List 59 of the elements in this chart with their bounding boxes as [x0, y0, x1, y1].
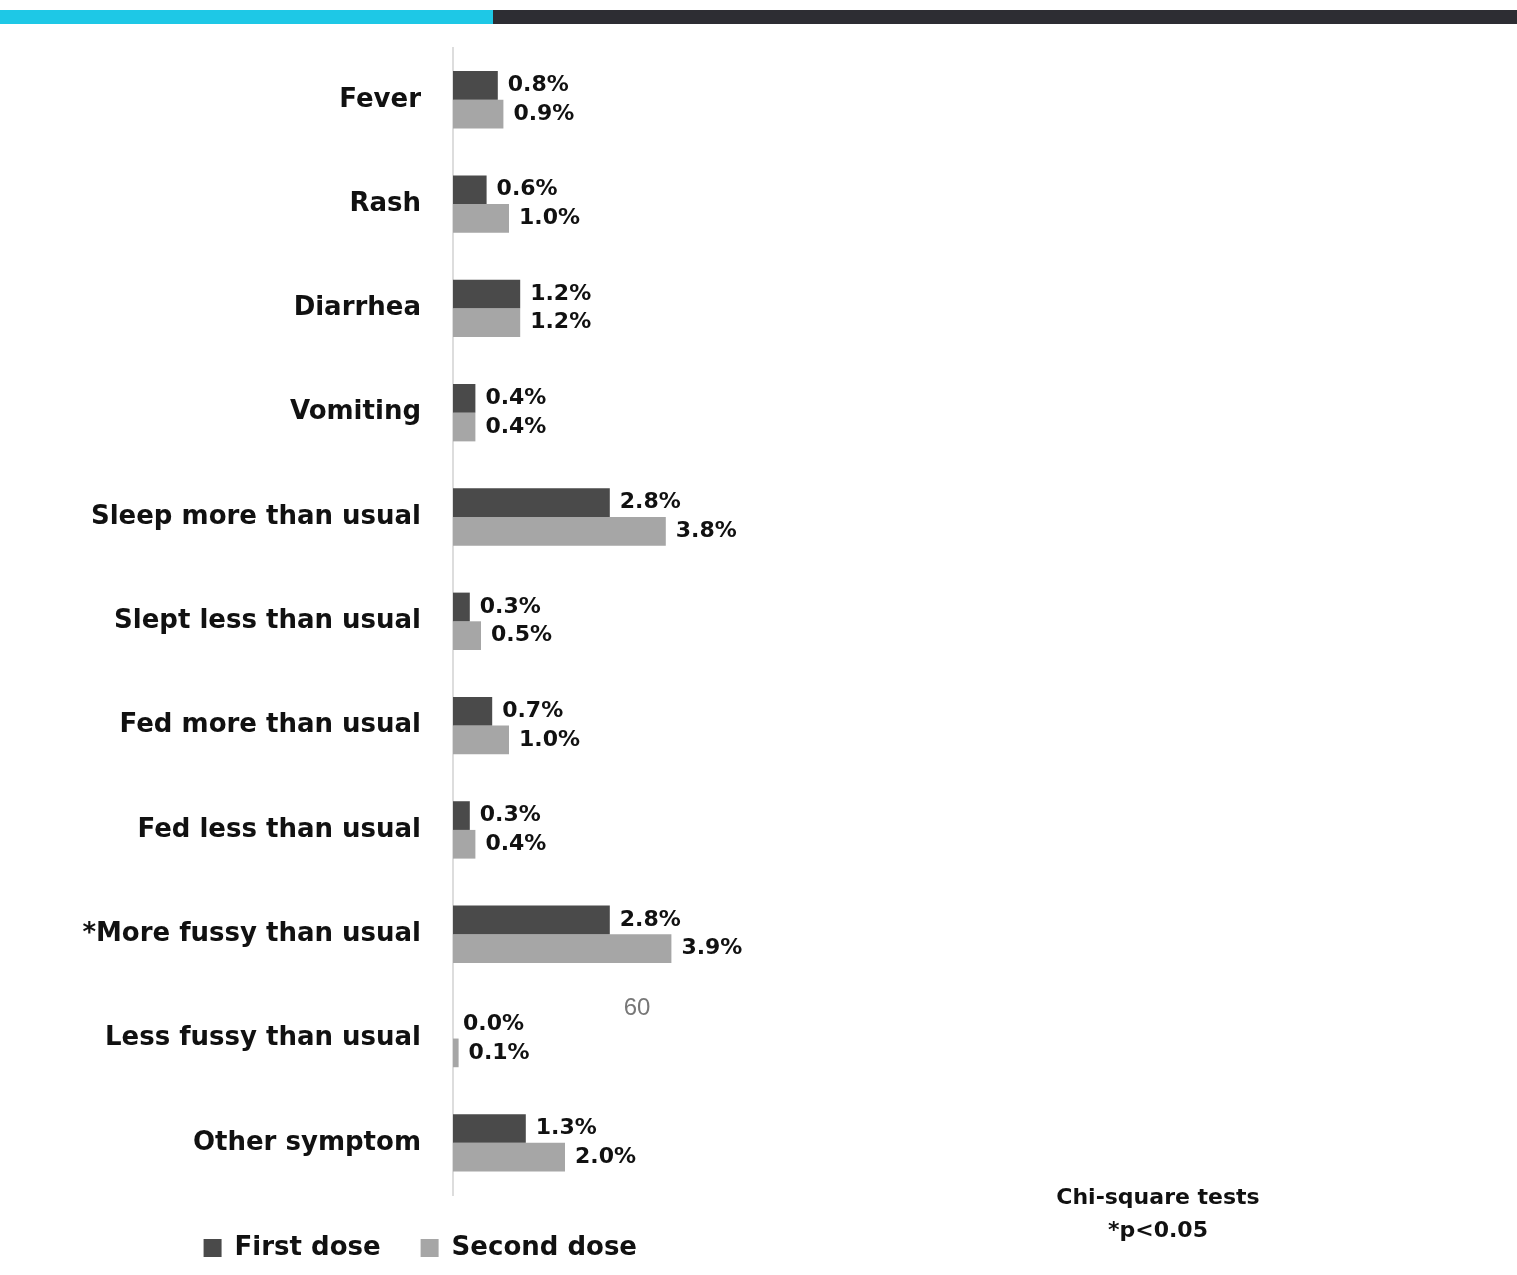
data-label: 1.2%: [530, 308, 592, 334]
data-label: 1.0%: [519, 725, 581, 751]
bar: [453, 1142, 565, 1172]
bar: [453, 384, 476, 413]
data-label: 0.3%: [479, 592, 541, 618]
bar: [453, 175, 487, 205]
text: Chi-square tests: [1056, 1183, 1260, 1209]
data-label: 0.4%: [485, 384, 547, 410]
data-label: 3.9%: [681, 934, 743, 960]
bar: [453, 905, 610, 935]
annotation: 60: [623, 992, 651, 1020]
bar: [453, 308, 521, 338]
bar: [453, 1114, 526, 1143]
data-label: 2.0%: [575, 1142, 637, 1168]
data-label: 1.3%: [535, 1114, 597, 1140]
data-label: 1.2%: [530, 279, 592, 305]
bar: [453, 592, 470, 622]
bar: [453, 801, 470, 830]
data-label: 2.8%: [619, 488, 681, 514]
y-tick-label: Fed more than usual: [119, 708, 421, 739]
data-label: 0.9%: [513, 99, 575, 125]
text: *p<0.05: [1108, 1216, 1208, 1242]
bar: [453, 99, 504, 129]
bar: [453, 279, 521, 309]
legend-label: Second dose: [451, 1230, 637, 1261]
bar: [453, 412, 476, 442]
bar: [453, 725, 509, 755]
legend-label: First dose: [234, 1230, 381, 1261]
data-label: 0.4%: [485, 829, 547, 855]
data-label: 0.6%: [496, 175, 558, 201]
bar: [453, 829, 476, 859]
bar: [453, 1038, 459, 1068]
y-tick-label: Slept less than usual: [114, 604, 421, 635]
data-label: 0.0%: [463, 1009, 525, 1035]
bar: [453, 488, 610, 517]
y-tick-label: Fed less than usual: [137, 812, 421, 843]
y-tick-label: Sleep more than usual: [90, 499, 421, 530]
data-label: 0.1%: [468, 1038, 530, 1064]
data-label: 0.8%: [507, 71, 569, 97]
bar: [453, 204, 509, 233]
bar: [453, 621, 481, 650]
y-tick-label: Diarrhea: [293, 291, 421, 322]
y-tick-label: Rash: [349, 186, 421, 217]
data-label: 0.4%: [485, 412, 547, 438]
data-label: 0.5%: [491, 621, 553, 647]
y-tick-label: *More fussy than usual: [82, 916, 421, 947]
data-label: 3.8%: [675, 517, 737, 543]
data-label: 0.7%: [502, 696, 564, 722]
bar: [453, 696, 493, 726]
data-label: 2.8%: [619, 905, 681, 931]
bar: [453, 71, 498, 100]
y-tick-label: Less fussy than usual: [105, 1021, 421, 1052]
y-tick-label: Other symptom: [192, 1125, 421, 1156]
bar: [453, 934, 672, 963]
data-label: 1.0%: [519, 204, 581, 230]
y-tick-label: Fever: [339, 82, 422, 113]
data-label: 0.3%: [479, 801, 541, 827]
bar: [453, 516, 666, 546]
y-tick-label: Vomiting: [289, 395, 421, 426]
